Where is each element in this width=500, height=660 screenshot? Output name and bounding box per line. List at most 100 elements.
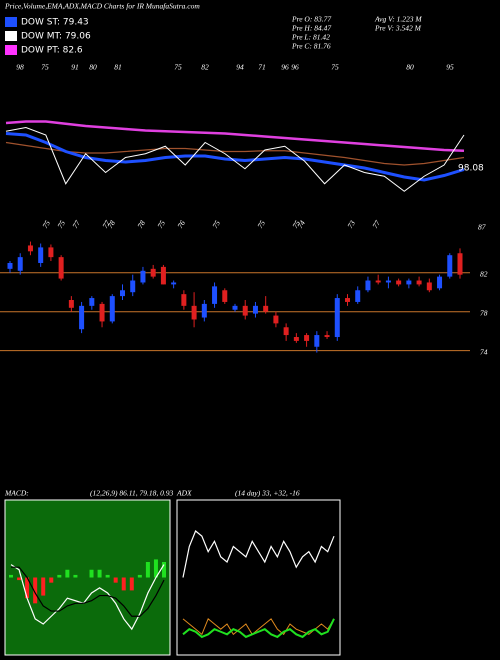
top-label: 87 [478,223,486,232]
candle-body [355,290,361,302]
candle-body [324,335,330,338]
histogram-bar [73,574,78,578]
top-label: 80 [406,63,414,72]
top-label: 73 [345,219,357,230]
candle-body [171,282,177,285]
top-label: 78 [135,219,147,230]
histogram-bar [65,569,70,578]
candle-body [79,305,85,330]
top-label: 75 [331,63,339,72]
candle-body [334,298,340,338]
top-label: 71 [258,63,266,72]
line [5,141,465,166]
candle-body [17,257,23,271]
candle-body [120,290,125,297]
line [182,618,335,639]
top-label: 96 [291,63,299,72]
line [182,618,335,636]
histogram-bar [97,569,102,578]
histogram-bar [153,559,158,578]
top-label: 74 [295,219,307,230]
stat: Pre H: 84.47 [291,24,331,33]
candle-body [99,303,105,322]
top-label: 82 [201,63,209,72]
candle-body [48,247,54,258]
top-label: 75 [40,219,52,230]
candle-body [181,294,187,306]
top-label: 94 [236,63,244,72]
candle-body [191,305,197,320]
top-label: 96 [281,63,289,72]
line [5,120,465,152]
legend-label: DOW ST: 79.43 [21,18,89,28]
candle-body [232,305,238,310]
top-label: 77 [370,219,382,230]
top-label: 98 [16,63,24,72]
top-label: 77 [70,219,82,230]
candle-body [212,286,218,304]
histogram-bar [49,577,54,583]
histogram-bar [89,569,94,578]
candle-body [396,280,402,285]
candle-body [160,266,166,285]
candle-body [58,257,64,279]
y-tick-label: 74 [480,347,488,356]
legend-swatch [5,31,17,41]
top-label: 75 [41,63,49,72]
end-label: 98.08 [458,164,484,174]
top-label: 75 [55,219,67,230]
candle-body [263,305,269,312]
histogram-bar [105,574,110,578]
top-label: 77 [100,219,112,230]
candle-body [130,280,136,293]
candle-body [457,253,463,275]
panel-params: (14 day) 33, +32, -16 [235,489,300,498]
top-label: 95 [446,63,454,72]
top-label: 75 [290,219,302,230]
histogram-bar [17,577,22,581]
candle-body [447,255,453,277]
candle-body [27,245,33,252]
candle-body [7,262,13,269]
candle-body [365,280,371,291]
top-label: 91 [71,63,79,72]
candle-body [385,280,391,283]
y-tick-label: 82 [480,269,488,278]
panel-label: ADX [176,489,192,498]
stat: Pre C: 81.76 [291,42,331,51]
histogram-bar [145,562,150,578]
candle-body [426,282,432,291]
page-title: Price,Volume,EMA,ADX,MACD Charts for IR … [4,2,200,11]
candle-body [150,268,156,277]
histogram-bar [25,577,30,599]
histogram-bar [41,577,46,596]
top-label: 80 [89,63,97,72]
histogram-bar [113,577,118,583]
histogram-bar [9,574,13,578]
candle-body [38,247,44,263]
line [182,530,335,578]
stat: Pre O: 83.77 [291,15,331,24]
panel-params: (12,26,9) 86.11, 79.18, 0.93 [90,489,173,498]
stat: Pre V: 3.542 M [374,24,422,33]
candle-body [314,335,320,347]
candle-body [242,305,248,316]
signal-line [11,566,165,617]
candle-body [222,290,228,302]
candle-body [89,298,95,306]
candle-body [304,335,310,341]
candle-body [109,296,115,322]
top-label: 75 [255,219,267,230]
candle-body [437,276,443,289]
candle-body [252,305,258,314]
y-tick-label: 78 [480,308,488,317]
panel-frame [4,499,171,656]
legend-label: DOW PT: 82.6 [21,46,83,56]
top-label: 78 [105,219,117,230]
candle-body [201,303,207,318]
histogram-bar [57,574,62,578]
top-label: 75 [210,219,222,230]
top-label: 75 [155,219,167,230]
histogram-bar [33,577,38,604]
